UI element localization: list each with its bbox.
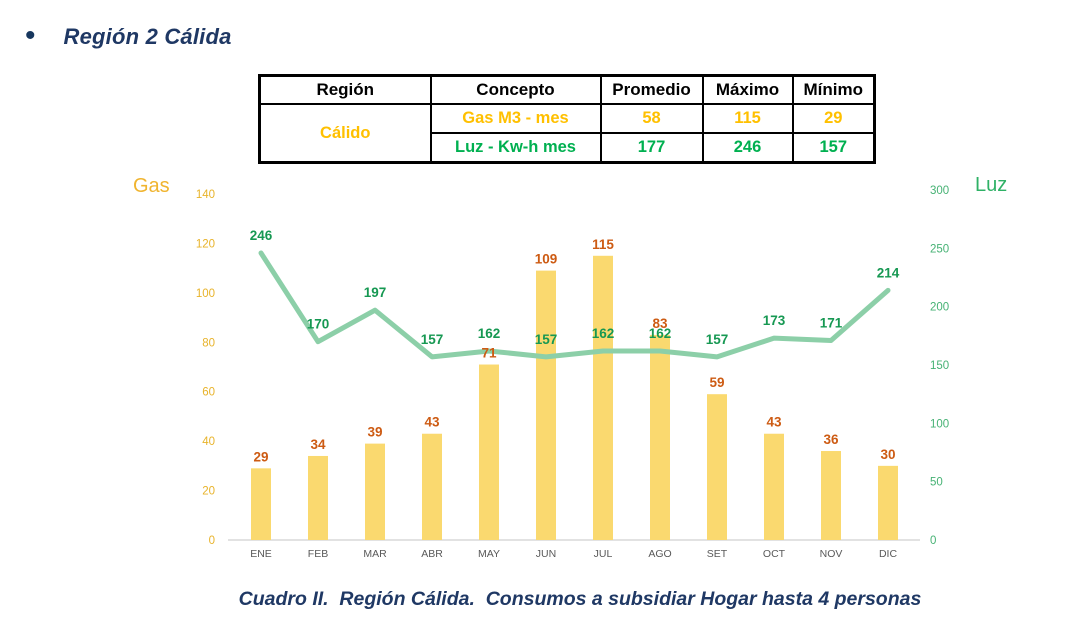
line-value-label: 162: [478, 326, 501, 341]
bar-value-label: 36: [823, 432, 839, 447]
gas-promedio-cell: 58: [599, 103, 704, 134]
svg-text:150: 150: [930, 360, 949, 372]
line-value-label: 157: [706, 332, 729, 347]
chart-area: Gas Luz 0 20 40 60 80 100 120 140 0 50 100 150 200 25…: [130, 168, 1030, 572]
luz-line-group: [258, 250, 891, 360]
luz-concepto-cell: Luz - Kw-h mes: [429, 132, 602, 164]
bar-value-label: 71: [481, 346, 497, 361]
svg-text:40: 40: [202, 436, 215, 448]
bullet-icon: •: [25, 19, 36, 52]
header-cell-concepto: Concepto: [429, 74, 602, 105]
svg-text:MAY: MAY: [478, 548, 500, 560]
bar-value-label: 43: [424, 415, 440, 430]
table-row-gas: Cálido Gas M3 - mes 58 115 29: [258, 103, 876, 164]
bar-value-label: 115: [592, 237, 614, 252]
svg-text:ENE: ENE: [250, 548, 272, 560]
line-value-label: 214: [877, 265, 900, 280]
bar-value-label: 83: [652, 316, 668, 331]
luz-axis-title: Luz: [975, 174, 1008, 196]
bar-value-labels: 29 34 39 43 71 109 115 83 59 43 36 30: [253, 237, 895, 465]
svg-text:0: 0: [930, 535, 936, 547]
svg-text:JUL: JUL: [594, 548, 613, 560]
svg-text:AGO: AGO: [648, 548, 671, 560]
combo-chart-svg: 0 20 40 60 80 100 120 140 0 50 100 150 200 250 300 ENE F…: [196, 185, 949, 560]
luz-minimo-cell: 157: [791, 132, 876, 164]
gas-bar: [650, 334, 670, 540]
line-value-label: 170: [307, 317, 330, 332]
right-axis-ticks: 0 50 100 150 200 250 300: [930, 185, 949, 547]
page-header: • Región 2 Cálida: [25, 19, 232, 52]
svg-text:MAR: MAR: [363, 548, 387, 560]
header-cell-minimo: Mínimo: [791, 74, 876, 105]
region-cell: Cálido: [258, 103, 432, 164]
luz-maximo-cell: 246: [701, 132, 794, 164]
gas-maximo-cell: 115: [701, 103, 794, 134]
svg-text:ABR: ABR: [421, 548, 443, 560]
summary-table-wrap: Región Concepto Promedio Máximo Mínimo C…: [258, 74, 876, 164]
svg-text:100: 100: [930, 418, 949, 430]
line-value-label: 157: [421, 332, 444, 347]
table-row-luz: Luz - Kw-h mes 177 246 157: [260, 132, 876, 164]
svg-text:300: 300: [930, 185, 949, 197]
x-axis-labels: ENE FEB MAR ABR MAY JUN JUL AGO SET OCT NOV DIC: [250, 548, 897, 560]
line-value-label: 246: [250, 228, 273, 243]
bar-value-label: 59: [709, 375, 724, 390]
gas-concepto-cell: Gas M3 - mes: [429, 103, 602, 134]
line-value-labels: 246 170 197 157 162 157 162 162 157 173 171 214: [250, 228, 900, 347]
line-value-label: 162: [649, 326, 672, 341]
bar-value-label: 30: [880, 447, 895, 462]
svg-text:20: 20: [202, 486, 215, 498]
gas-bar: [593, 255, 613, 540]
gas-bar: [536, 270, 556, 540]
page-title: Región 2 Cálida: [63, 24, 232, 49]
gas-bars-group: [251, 255, 898, 540]
bar-value-label: 43: [766, 415, 782, 430]
svg-text:100: 100: [196, 288, 215, 300]
svg-text:FEB: FEB: [308, 548, 328, 560]
gas-bar: [365, 443, 385, 540]
line-value-label: 173: [763, 313, 786, 328]
svg-text:200: 200: [930, 302, 949, 314]
gas-bar: [764, 433, 784, 540]
gas-bar: [878, 465, 898, 540]
gas-bar: [479, 364, 499, 540]
line-value-label: 171: [820, 316, 843, 331]
gas-bar: [422, 433, 442, 540]
header-cell-region: Región: [258, 74, 432, 105]
line-value-label: 197: [364, 285, 387, 300]
svg-text:JUN: JUN: [536, 548, 556, 560]
chart-caption: Cuadro II. Región Cálida. Consumos a sub…: [238, 588, 922, 610]
table-header-row: Región Concepto Promedio Máximo Mínimo: [258, 74, 876, 105]
line-value-label: 157: [535, 332, 558, 347]
svg-text:SET: SET: [707, 548, 728, 560]
svg-text:DIC: DIC: [879, 548, 898, 560]
bar-value-label: 109: [535, 252, 558, 267]
luz-line: [258, 250, 891, 360]
bar-value-label: 34: [310, 437, 326, 452]
gas-bar: [707, 394, 727, 540]
gas-minimo-cell: 29: [791, 103, 876, 134]
gas-bar: [821, 451, 841, 540]
svg-text:80: 80: [202, 337, 215, 349]
luz-promedio-cell: 177: [599, 132, 704, 164]
svg-text:OCT: OCT: [763, 548, 786, 560]
svg-text:250: 250: [930, 243, 949, 255]
svg-text:60: 60: [202, 387, 215, 399]
svg-text:NOV: NOV: [820, 548, 843, 560]
summary-table: Región Concepto Promedio Máximo Mínimo C…: [258, 74, 876, 164]
gas-axis-title: Gas: [133, 175, 170, 197]
svg-text:0: 0: [209, 535, 215, 547]
bar-value-label: 29: [253, 449, 268, 464]
left-axis-ticks: 0 20 40 60 80 100 120 140: [196, 189, 215, 547]
bar-value-label: 39: [367, 425, 382, 440]
gas-bar: [308, 455, 328, 540]
svg-text:50: 50: [930, 477, 943, 489]
header-cell-maximo: Máximo: [701, 74, 794, 105]
gas-bar: [251, 468, 271, 540]
svg-text:140: 140: [196, 189, 215, 201]
header-cell-promedio: Promedio: [599, 74, 704, 105]
line-value-label: 162: [592, 326, 615, 341]
svg-text:120: 120: [196, 238, 215, 250]
